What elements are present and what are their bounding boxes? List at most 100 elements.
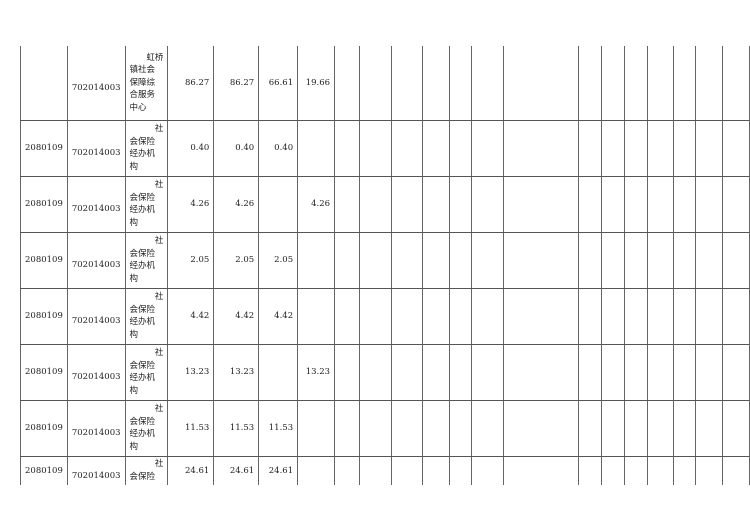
empty-cell bbox=[673, 176, 697, 233]
function-code-cell: 2080109 bbox=[20, 288, 68, 345]
empty-cell bbox=[623, 120, 648, 177]
org-name-line: 经办机 bbox=[129, 261, 156, 271]
empty-cell bbox=[471, 344, 504, 401]
amount-cell: 0.40 bbox=[213, 120, 260, 177]
empty-cell bbox=[334, 120, 360, 177]
amount-cell bbox=[297, 232, 336, 289]
org-name-line: 会保险 bbox=[129, 416, 156, 427]
amount-cell: 86.27 bbox=[167, 46, 215, 121]
empty-cell bbox=[673, 344, 697, 401]
table-row: 2080109 702014003 社会保险 经办机构 4.26 4.26 4.26 bbox=[20, 176, 750, 233]
empty-cell bbox=[600, 176, 625, 233]
amount-cell: 19.66 bbox=[297, 46, 336, 121]
org-name-line: 社 bbox=[154, 236, 164, 246]
org-code-cell: 702014003 bbox=[66, 288, 126, 345]
amount-cell bbox=[258, 344, 299, 401]
amount-cell bbox=[258, 176, 299, 233]
empty-cell bbox=[449, 288, 473, 345]
org-code-cell: 702014003 bbox=[66, 456, 126, 485]
org-name-cell: 社会保险 经办机构 bbox=[124, 344, 169, 401]
amount-cell: 4.26 bbox=[213, 176, 260, 233]
empty-cell bbox=[358, 456, 392, 485]
empty-cell bbox=[358, 232, 392, 289]
org-name-line: 社 bbox=[154, 459, 164, 470]
empty-cell bbox=[623, 344, 648, 401]
amount-cell: 2.05 bbox=[213, 232, 260, 289]
table-row: 702014003 虹桥 镇社会 保障综 合服务 中心 86.27 86.27 66.61 19.… bbox=[20, 46, 750, 121]
amount-cell: 24.61 bbox=[258, 456, 299, 485]
empty-cell bbox=[358, 400, 392, 457]
budget-table: 702014003 虹桥 镇社会 保障综 合服务 中心 86.27 86.27 66.61 19.… bbox=[20, 46, 750, 485]
amount-cell bbox=[297, 456, 336, 485]
table-row: 2080109 702014003 社会保险 经办机构 0.40 0.40 0.40 bbox=[20, 120, 750, 177]
amount-cell: 13.23 bbox=[167, 344, 215, 401]
empty-cell bbox=[722, 288, 750, 345]
org-name-cell: 社会保险 bbox=[124, 456, 169, 485]
amount-cell: 4.42 bbox=[258, 288, 299, 345]
org-name-cell: 社会保险 经办机构 bbox=[124, 288, 169, 345]
empty-cell bbox=[578, 232, 602, 289]
org-name-line: 经办机 bbox=[129, 149, 156, 159]
empty-cell bbox=[358, 120, 392, 177]
org-name-line: 构 bbox=[129, 441, 139, 452]
table-row: 2080109 702014003 社会保险 经办机构 11.53 11.53 11.53 bbox=[20, 400, 750, 457]
empty-cell bbox=[623, 400, 648, 457]
empty-cell bbox=[334, 46, 360, 121]
empty-cell bbox=[722, 232, 750, 289]
empty-cell bbox=[578, 456, 602, 485]
function-code-cell: 2080109 bbox=[20, 344, 68, 401]
amount-cell: 11.53 bbox=[213, 400, 260, 457]
amount-cell: 0.40 bbox=[167, 120, 215, 177]
function-code-cell: 2080109 bbox=[20, 456, 68, 485]
empty-cell bbox=[502, 344, 580, 401]
amount-cell: 2.05 bbox=[258, 232, 299, 289]
empty-cell bbox=[722, 400, 750, 457]
org-name-line: 虹桥 bbox=[146, 52, 164, 63]
empty-cell bbox=[673, 120, 697, 177]
org-name-cell: 社会保险 经办机构 bbox=[124, 176, 169, 233]
empty-cell bbox=[422, 46, 451, 121]
empty-cell bbox=[673, 46, 697, 121]
empty-cell bbox=[646, 120, 675, 177]
amount-cell bbox=[297, 120, 336, 177]
org-code-cell: 702014003 bbox=[66, 176, 126, 233]
empty-cell bbox=[422, 456, 451, 485]
empty-cell bbox=[695, 288, 724, 345]
empty-cell bbox=[334, 232, 360, 289]
empty-cell bbox=[390, 120, 424, 177]
org-name-line: 社 bbox=[154, 180, 164, 190]
org-name-line: 社 bbox=[154, 348, 164, 358]
org-name-cell: 虹桥 镇社会 保障综 合服务 中心 bbox=[124, 46, 169, 121]
empty-cell bbox=[600, 232, 625, 289]
org-name-line: 会保险 bbox=[129, 304, 156, 315]
empty-cell bbox=[471, 400, 504, 457]
empty-cell bbox=[673, 400, 697, 457]
table-row: 2080109 702014003 社会保险 经办机构 4.42 4.42 4.42 bbox=[20, 288, 750, 345]
empty-cell bbox=[502, 232, 580, 289]
empty-cell bbox=[722, 120, 750, 177]
empty-cell bbox=[600, 46, 625, 121]
empty-cell bbox=[578, 344, 602, 401]
empty-cell bbox=[502, 400, 580, 457]
empty-cell bbox=[449, 344, 473, 401]
amount-cell: 4.26 bbox=[167, 176, 215, 233]
empty-cell bbox=[449, 400, 473, 457]
org-name-line: 合服务 bbox=[129, 90, 156, 100]
empty-cell bbox=[623, 232, 648, 289]
empty-cell bbox=[695, 400, 724, 457]
function-code-cell: 2080109 bbox=[20, 176, 68, 233]
org-code-cell: 702014003 bbox=[66, 120, 126, 177]
empty-cell bbox=[695, 232, 724, 289]
empty-cell bbox=[695, 46, 724, 121]
empty-cell bbox=[471, 232, 504, 289]
empty-cell bbox=[422, 120, 451, 177]
empty-cell bbox=[623, 456, 648, 485]
empty-cell bbox=[471, 456, 504, 485]
empty-cell bbox=[646, 400, 675, 457]
empty-cell bbox=[422, 232, 451, 289]
empty-cell bbox=[390, 288, 424, 345]
empty-cell bbox=[600, 288, 625, 345]
empty-cell bbox=[600, 344, 625, 401]
org-code-cell: 702014003 bbox=[66, 46, 126, 121]
empty-cell bbox=[390, 232, 424, 289]
